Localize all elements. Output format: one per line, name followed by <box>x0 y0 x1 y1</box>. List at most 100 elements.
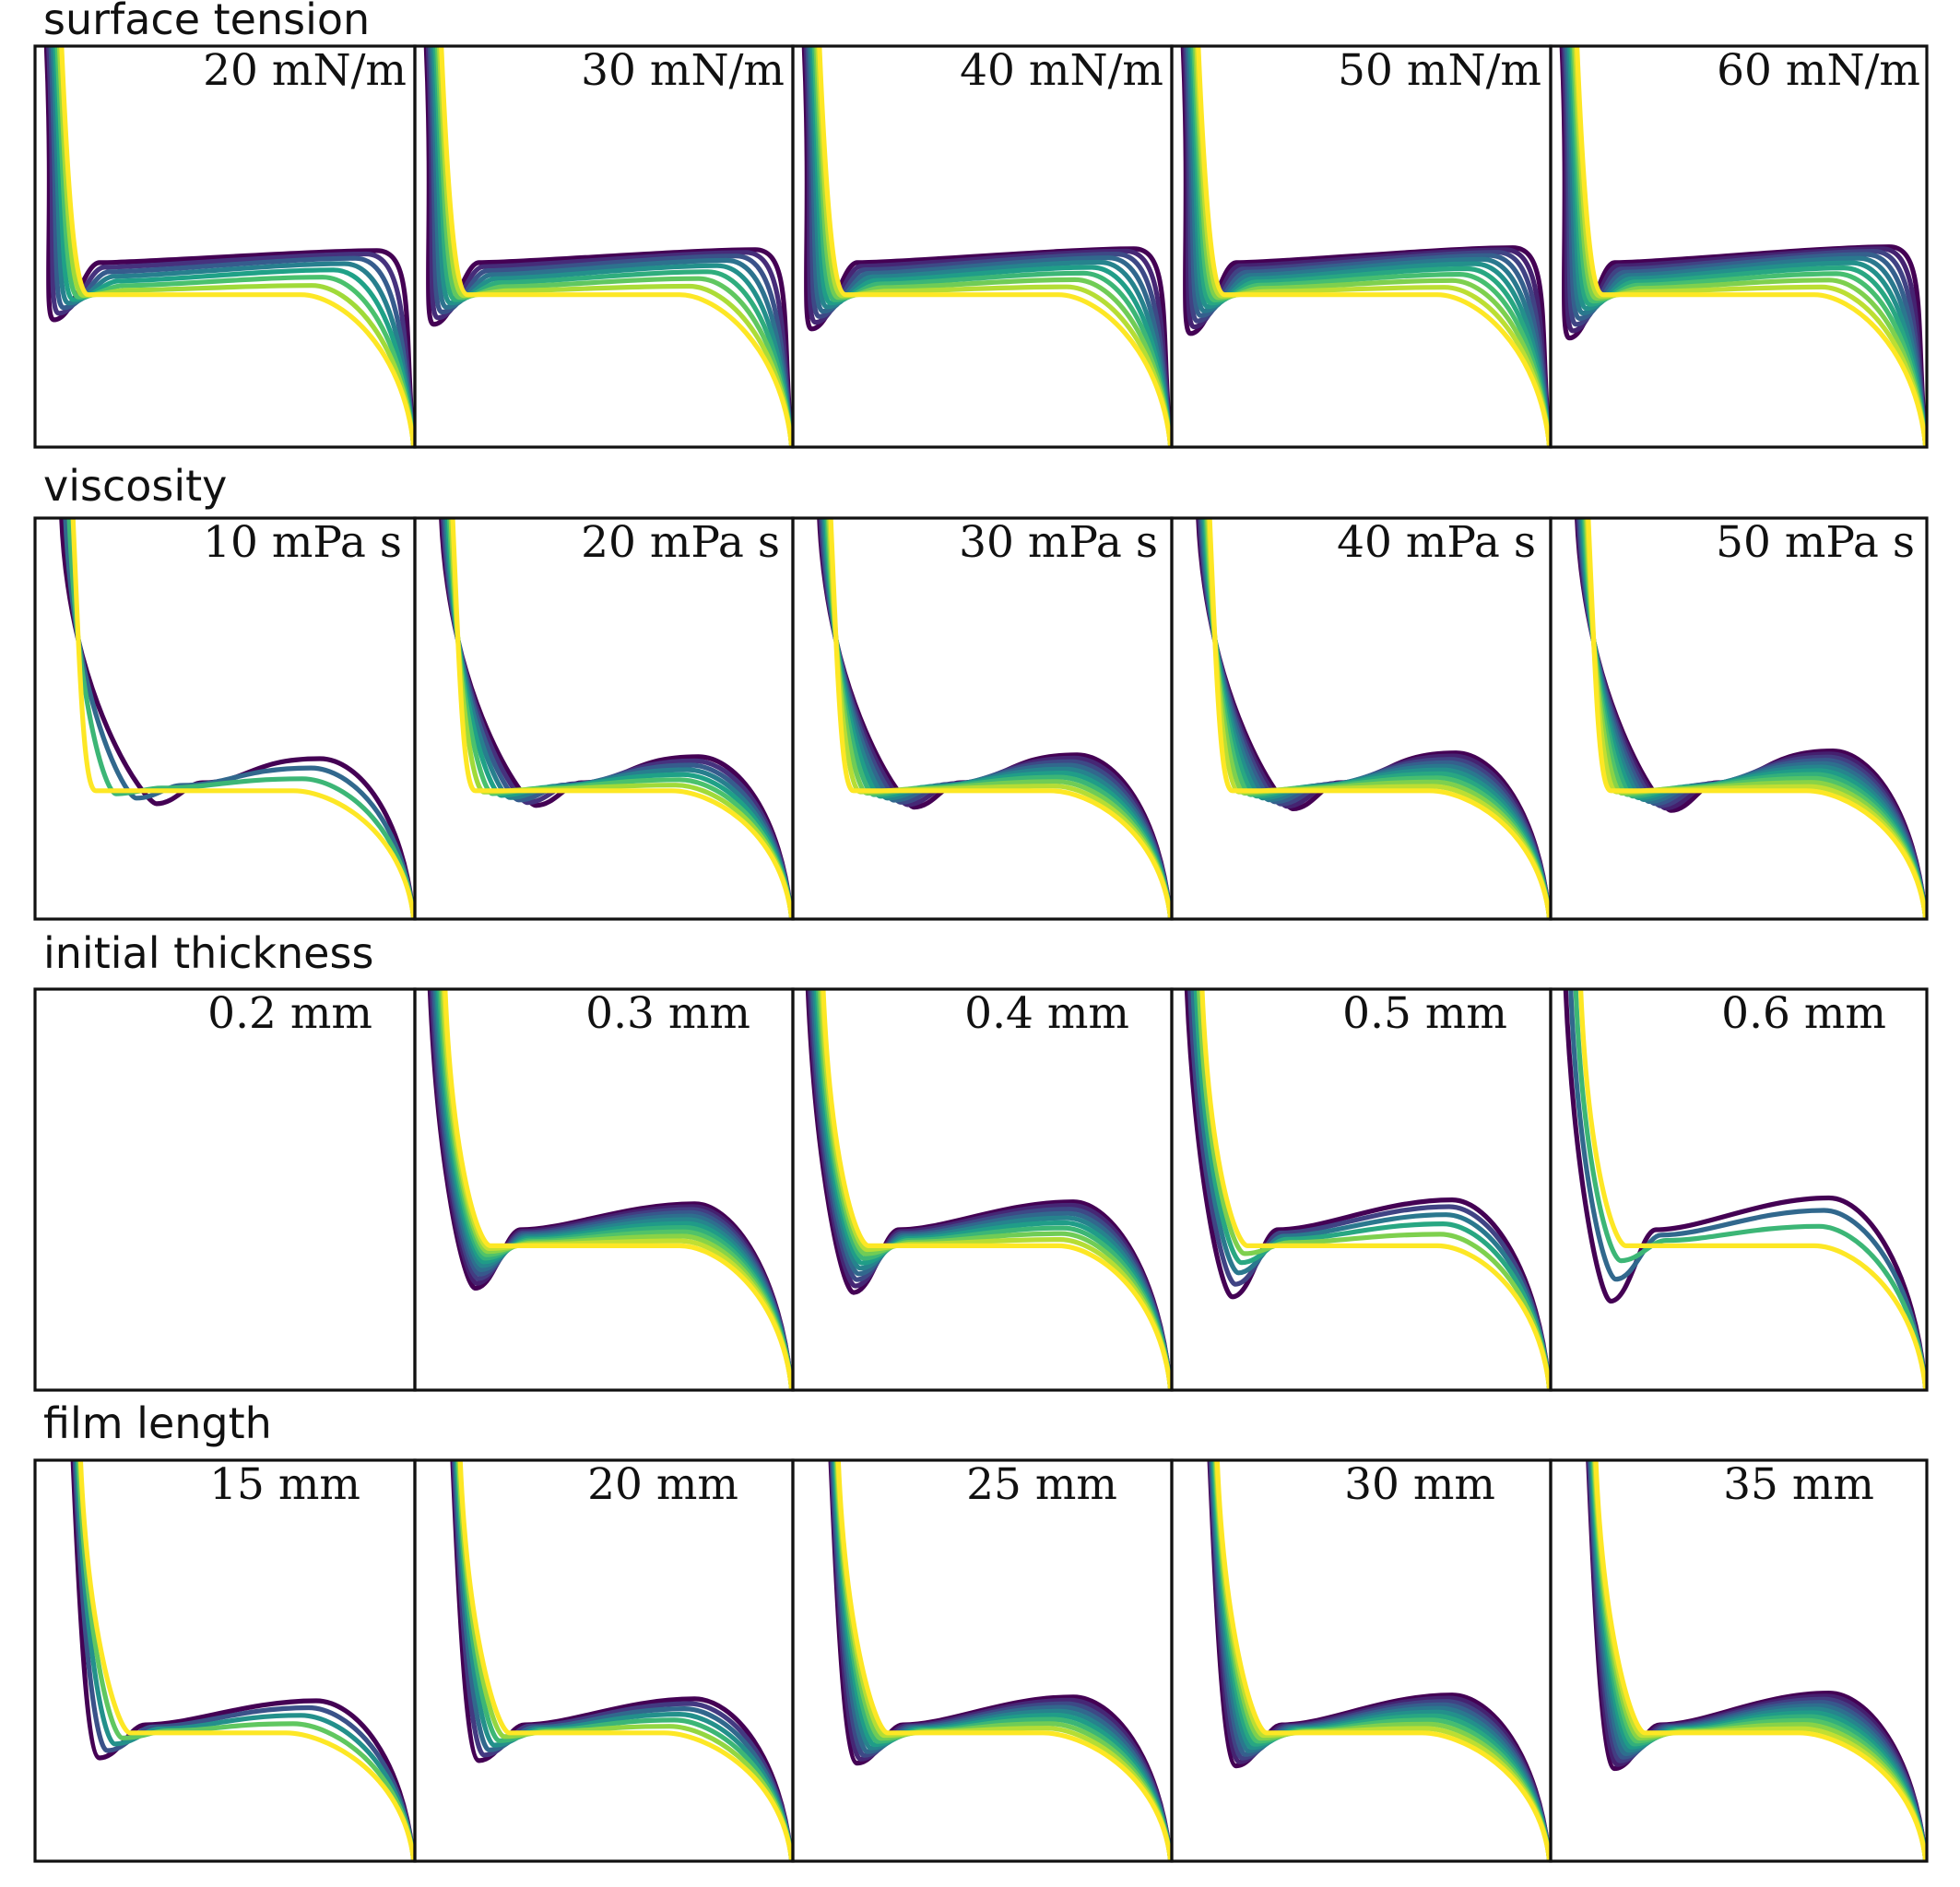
panel-label: 20 mN/m <box>203 45 407 96</box>
series-line <box>1192 46 1551 447</box>
series-line <box>1570 46 1927 447</box>
series-line <box>801 46 1172 447</box>
series-line <box>1576 518 1927 919</box>
panel-frame <box>413 44 795 449</box>
series-line <box>1589 1460 1927 1861</box>
panel-label: 50 mN/m <box>1338 45 1541 96</box>
panel-3-2: 25 mm <box>791 1458 1174 1863</box>
series-line <box>451 1460 793 1861</box>
series-line <box>1592 1460 1927 1861</box>
series-line <box>1584 518 1927 919</box>
series-line <box>1185 46 1551 447</box>
panel-frame <box>791 987 1174 1392</box>
panel-curves <box>1207 1460 1551 1861</box>
series-line <box>1197 518 1551 919</box>
series-line <box>1201 518 1551 919</box>
series-line <box>1588 1460 1927 1861</box>
series-line <box>807 46 1172 447</box>
panel-label: 0.4 mm <box>964 988 1129 1039</box>
panel-3-0: 15 mm <box>33 1458 417 1863</box>
series-line <box>1577 518 1927 919</box>
series-line <box>1202 518 1551 919</box>
panel-frame <box>1170 987 1553 1392</box>
series-line <box>1187 46 1551 447</box>
series-line <box>423 46 793 447</box>
panel-3-1: 20 mm <box>413 1458 795 1863</box>
series-line <box>63 518 415 919</box>
series-line <box>1590 1460 1927 1861</box>
series-line <box>74 1460 415 1861</box>
series-line <box>59 46 415 447</box>
series-line <box>77 1460 415 1861</box>
series-line <box>821 989 1172 1390</box>
series-line <box>1586 518 1927 919</box>
series-line <box>809 989 1172 1390</box>
series-line <box>429 989 793 1390</box>
panel-frame <box>413 987 795 1392</box>
series-line <box>1184 989 1551 1390</box>
series-line <box>1565 46 1927 447</box>
panel-label: 50 mPa s <box>1716 517 1915 568</box>
panel-label: 30 mPa s <box>959 517 1158 568</box>
series-line <box>1205 518 1551 919</box>
panel-label: 0.2 mm <box>207 988 372 1039</box>
row-title-surface-tension: surface tension <box>43 0 370 44</box>
series-line <box>1561 46 1927 447</box>
panel-2-3: 0.5 mm <box>1170 987 1553 1392</box>
series-line <box>1564 46 1927 447</box>
series-line <box>1210 1460 1551 1861</box>
row-viscosity: viscosity <box>43 461 227 511</box>
panel-curves <box>59 518 415 919</box>
series-line <box>835 1460 1172 1861</box>
panel-grid: 20 mN/m 30 mN/m 40 mN/m 50 mN/m 60 mN/m 10 mP… <box>33 44 1929 1863</box>
panel-label: 40 mPa s <box>1337 517 1536 568</box>
panel-0-1: 30 mN/m <box>413 44 795 449</box>
row-film-length: film length <box>43 1398 272 1448</box>
series-line <box>832 1460 1172 1861</box>
series-line <box>815 46 1172 447</box>
series-line <box>1189 46 1551 447</box>
panel-label: 0.3 mm <box>585 988 750 1039</box>
series-line <box>809 46 1172 447</box>
series-line <box>454 1460 793 1861</box>
series-line <box>1568 46 1927 447</box>
panel-curves <box>1184 989 1551 1390</box>
panel-curves <box>817 518 1172 919</box>
series-line <box>1210 1460 1551 1861</box>
panel-curves <box>1196 518 1551 919</box>
series-line <box>833 1460 1172 1861</box>
panel-label: 35 mm <box>1723 1459 1874 1510</box>
series-line <box>1214 1460 1551 1861</box>
series-line <box>440 518 793 919</box>
panel-label: 10 mPa s <box>203 517 402 568</box>
series-line <box>821 518 1172 919</box>
series-line <box>431 46 793 447</box>
series-line <box>1199 989 1551 1390</box>
series-line <box>805 989 1172 1390</box>
panel-frame <box>1549 44 1929 449</box>
panel-frame <box>1549 987 1929 1392</box>
series-line <box>430 989 793 1390</box>
series-line <box>1580 518 1927 919</box>
series-line <box>1578 518 1927 919</box>
series-line <box>831 1460 1172 1861</box>
series-line <box>817 46 1172 447</box>
series-line <box>1187 46 1551 447</box>
panel-curves <box>801 46 1172 447</box>
series-line <box>448 518 793 919</box>
series-line <box>803 46 1172 447</box>
panel-2-1: 0.3 mm <box>413 987 795 1392</box>
series-line <box>1582 518 1927 919</box>
series-line <box>1182 46 1551 447</box>
series-line <box>1581 518 1927 919</box>
series-line <box>1562 46 1927 447</box>
series-line <box>829 1460 1172 1861</box>
series-line <box>1213 1460 1551 1861</box>
series-line <box>443 989 793 1390</box>
series-line <box>456 1460 793 1861</box>
series-line <box>43 46 415 447</box>
panel-curves <box>1575 518 1927 919</box>
series-line <box>441 989 793 1390</box>
series-line <box>823 518 1172 919</box>
panel-label: 0.5 mm <box>1342 988 1507 1039</box>
